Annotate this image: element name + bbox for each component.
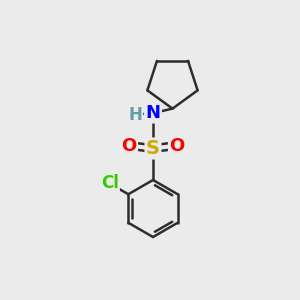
Text: H: H <box>128 106 142 124</box>
Text: S: S <box>146 139 160 158</box>
Text: Cl: Cl <box>101 174 119 193</box>
Text: O: O <box>169 136 184 154</box>
Text: O: O <box>122 136 136 154</box>
Text: N: N <box>146 104 160 122</box>
